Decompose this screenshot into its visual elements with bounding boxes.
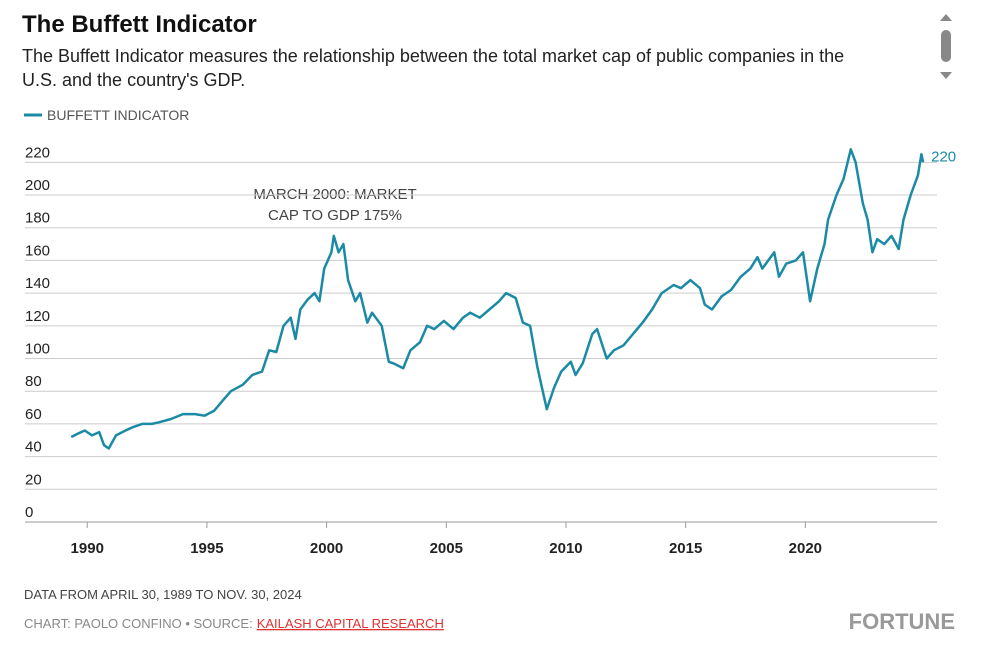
y-tick-label: 0 <box>25 504 33 521</box>
x-tick-label: 2000 <box>310 540 343 557</box>
y-tick-label: 120 <box>25 308 50 325</box>
x-tick-label: 2005 <box>430 540 463 557</box>
x-tick-label: 2015 <box>669 540 702 557</box>
y-tick-label: 20 <box>25 471 42 488</box>
annotation: CAP TO GDP 175% <box>268 207 402 224</box>
y-tick-label: 220 <box>25 144 50 161</box>
y-tick-label: 60 <box>25 406 42 423</box>
y-tick-label: 100 <box>25 341 50 358</box>
x-tick-label: 1990 <box>71 540 104 557</box>
y-tick-label: 140 <box>25 275 50 292</box>
y-tick-label: 80 <box>25 373 42 390</box>
credit: CHART: PAOLO CONFINO • SOURCE: <box>24 616 253 631</box>
chart-title: The Buffett Indicator <box>22 11 257 38</box>
line <box>70 148 925 450</box>
annotation: MARCH 2000: MARKET <box>253 186 416 203</box>
scroll-thumb[interactable] <box>941 30 951 62</box>
y-tick-label: 160 <box>25 242 50 259</box>
y-tick-label: 200 <box>25 177 50 194</box>
note: DATA FROM APRIL 30, 1989 TO NOV. 30, 202… <box>24 587 302 602</box>
chart-subtitle: The Buffett Indicator measures the relat… <box>22 46 844 90</box>
y-tick-label: 180 <box>25 210 50 227</box>
source-link[interactable]: KAILASH CAPITAL RESEARCH <box>257 616 444 631</box>
x-tick-label: 2020 <box>789 540 822 557</box>
x-tick-label: 1995 <box>190 540 223 557</box>
scroll-down[interactable] <box>940 72 952 79</box>
x-tick-label: 2010 <box>549 540 582 557</box>
logo: FORTUNE <box>849 609 955 634</box>
y-tick-label: 40 <box>25 439 42 456</box>
legend-label: BUFFETT INDICATOR <box>47 107 189 123</box>
end-label: 220 <box>931 148 956 165</box>
scroll-up[interactable] <box>940 14 952 21</box>
